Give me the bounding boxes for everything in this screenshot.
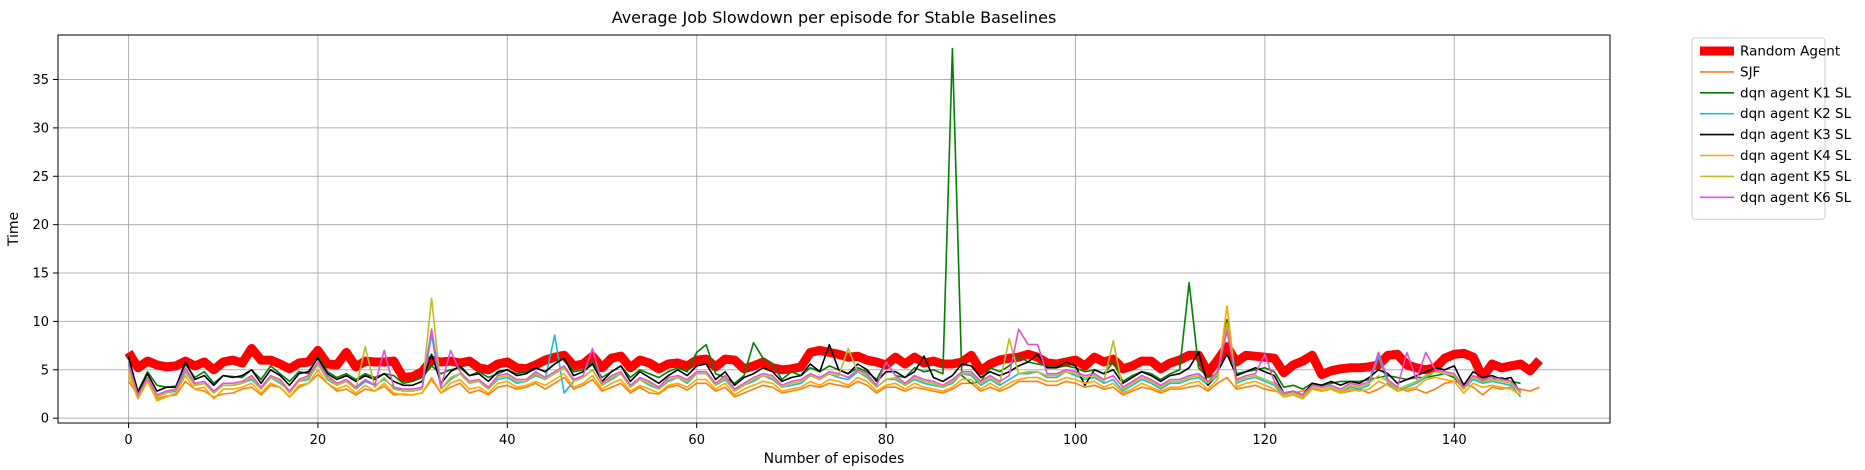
series-line-2 — [127, 373, 1540, 400]
legend-label: dqn agent K6 SL — [1740, 190, 1852, 206]
series-group — [124, 47, 1543, 402]
y-tick-label: 0 — [41, 412, 49, 427]
x-tick-label: 40 — [499, 433, 516, 448]
series-line-8 — [127, 328, 1522, 396]
plot-frame — [57, 34, 1611, 424]
x-tick-label: 100 — [1063, 433, 1088, 448]
x-tick-label: 140 — [1442, 433, 1467, 448]
x-tick-label: 60 — [688, 433, 705, 448]
y-tick-label: 10 — [32, 315, 49, 330]
legend-label: dqn agent K3 SL — [1740, 127, 1852, 143]
x-tick-label: 0 — [124, 433, 132, 448]
y-tick-label: 30 — [32, 121, 49, 136]
legend-label: SJF — [1740, 64, 1760, 80]
series-line-1 — [124, 342, 1543, 382]
y-tick-label: 15 — [32, 267, 49, 282]
legend-box — [1691, 37, 1826, 220]
legend: Random Agent SJF dqn agent K1 SL dqn agent … — [1691, 37, 1852, 220]
y-axis-label: Time — [6, 212, 22, 247]
legend-label: dqn agent K2 SL — [1740, 106, 1852, 122]
legend-label: dqn agent K4 SL — [1740, 148, 1852, 164]
x-tick-label: 20 — [310, 433, 327, 448]
x-axis-label: Number of episodes — [764, 451, 905, 467]
y-tick-label: 35 — [32, 73, 49, 88]
x-tick-label: 120 — [1252, 433, 1277, 448]
series-line-3 — [127, 47, 1521, 392]
y-tick-label: 20 — [32, 218, 49, 233]
x-tick-label: 80 — [878, 433, 895, 448]
y-tick-label: 5 — [41, 363, 49, 378]
legend-label: Random Agent — [1740, 44, 1840, 60]
y-tick-label: 25 — [32, 170, 49, 185]
chart-title: Average Job Slowdown per episode for Sta… — [612, 8, 1057, 27]
ticks: 0 20 40 60 80 100 120 140 0 5 10 15 20 25 30 35 — [32, 73, 1466, 448]
series-line-6 — [127, 305, 1521, 402]
legend-label: dqn agent K1 SL — [1740, 85, 1852, 101]
legend-label: dqn agent K5 SL — [1740, 169, 1852, 185]
series-line-7 — [127, 297, 1522, 398]
